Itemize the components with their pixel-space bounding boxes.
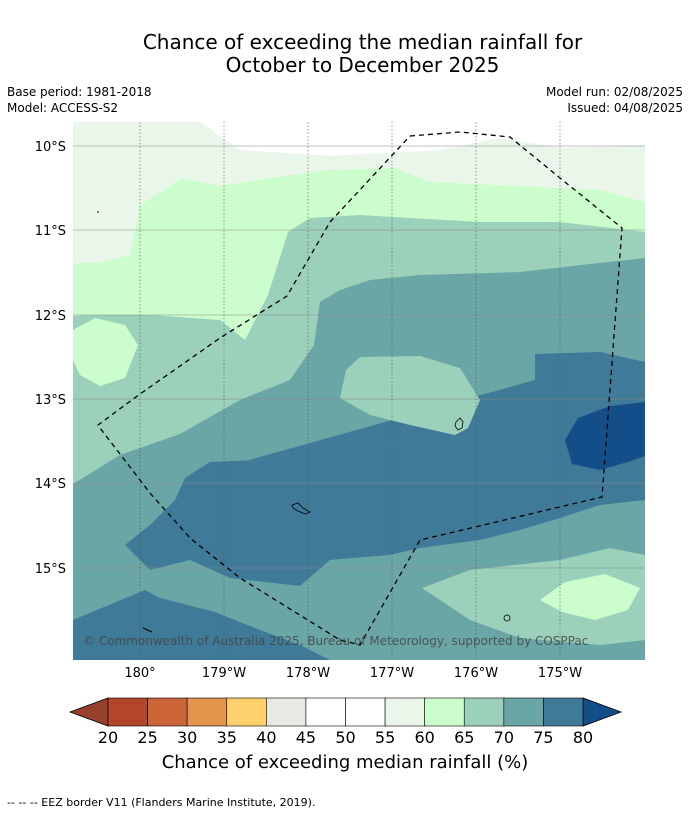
colorbar-swatch — [463, 697, 505, 727]
colorbar-swatch — [424, 697, 465, 727]
colorbar-tick-label: 30 — [177, 728, 197, 747]
chart-title: Chance of exceeding the median rainfall … — [0, 31, 690, 77]
colorbar: 20 25 30 35 40 45 50 55 60 65 70 75 80 — [68, 697, 623, 747]
model-run: Model run: 02/08/2025 — [545, 85, 683, 99]
island-northwest — [97, 211, 99, 213]
colorbar-swatch — [147, 697, 188, 727]
island-uvea — [454, 417, 464, 431]
copyright-notice: © Commonwealth of Australia 2025, Bureau… — [83, 634, 588, 648]
colorbar-swatch — [186, 697, 228, 727]
contour-above-80 — [565, 402, 645, 470]
lon-label-178w: 178°W — [286, 666, 330, 681]
colorbar-tick-label: 80 — [573, 728, 593, 747]
colorbar-swatch — [384, 697, 425, 727]
lat-label-12s: 12°S — [35, 309, 66, 324]
colorbar-tick-label: 55 — [375, 728, 395, 747]
eez-border — [97, 131, 623, 646]
island-southwest — [142, 627, 153, 633]
longitude-gridlines — [139, 122, 561, 660]
latitude-labels: 10°S 11°S 12°S 13°S 14°S 15°S — [35, 140, 66, 577]
island-south — [503, 614, 511, 622]
model-name: Model: ACCESS-S2 — [7, 101, 119, 115]
colorbar-tick-label: 50 — [335, 728, 355, 747]
contour-60-65-south — [540, 574, 640, 620]
title-line-2: October to December 2025 — [225, 53, 500, 77]
lat-label-11s: 11°S — [35, 224, 66, 239]
contour-55-60 — [73, 122, 645, 264]
contour-65-70-south — [422, 548, 645, 645]
colorbar-high-extend — [582, 697, 623, 727]
colorbar-swatch — [226, 697, 267, 727]
contour-75-80-southwest — [73, 590, 330, 660]
contour-65-70-central — [340, 356, 480, 435]
contour-60-65-west-blob — [73, 318, 138, 386]
rainfall-probability-field — [73, 122, 645, 660]
lon-label-177w: 177°W — [370, 666, 414, 681]
colorbar-low-extend — [68, 697, 109, 727]
colorbar-swatch — [543, 697, 584, 727]
colorbar-tick-label: 35 — [217, 728, 237, 747]
colorbar-swatch — [503, 697, 544, 727]
latitude-gridlines — [73, 145, 645, 569]
colorbar-swatch — [305, 697, 346, 727]
colorbar-swatch — [107, 697, 148, 727]
lat-label-10s: 10°S — [35, 140, 66, 155]
eez-legend-note: -- -- -- EEZ border V11 (Flanders Marine… — [7, 796, 316, 809]
contour-50-55 — [73, 122, 645, 156]
colorbar-tick-label: 65 — [454, 728, 474, 747]
meta-right: Model run: 02/08/2025 Issued: 04/08/2025 — [546, 84, 683, 116]
island-futuna — [291, 502, 311, 515]
issued-date: Issued: 04/08/2025 — [567, 101, 683, 115]
colorbar-tick-label: 20 — [98, 728, 118, 747]
contour-75-80-core — [125, 354, 645, 586]
lon-label-179w: 179°W — [202, 666, 246, 681]
lon-label-176w: 176°W — [454, 666, 498, 681]
longitude-labels: 180° 179°W 178°W 177°W 176°W 175°W — [124, 666, 582, 681]
lon-label-180: 180° — [124, 666, 155, 681]
meta-left: Base period: 1981-2018 Model: ACCESS-S2 — [7, 84, 152, 116]
colorbar-tick-label: 25 — [137, 728, 157, 747]
colorbar-tick-label: 75 — [533, 728, 553, 747]
colorbar-label: Chance of exceeding median rainfall (%) — [161, 752, 529, 773]
lat-label-15s: 15°S — [35, 562, 66, 577]
lon-label-175w: 175°W — [538, 666, 582, 681]
colorbar-swatch — [266, 697, 307, 727]
title-line-1: Chance of exceeding the median rainfall … — [142, 30, 583, 54]
colorbar-tick-label: 40 — [256, 728, 276, 747]
colorbar-swatch — [345, 697, 386, 727]
colorbar-tick-label: 60 — [414, 728, 434, 747]
colorbar-tick-label: 45 — [296, 728, 316, 747]
lat-label-13s: 13°S — [35, 393, 66, 408]
colorbar-tick-label: 70 — [494, 728, 514, 747]
base-period: Base period: 1981-2018 — [7, 85, 152, 99]
lat-label-14s: 14°S — [35, 477, 66, 492]
